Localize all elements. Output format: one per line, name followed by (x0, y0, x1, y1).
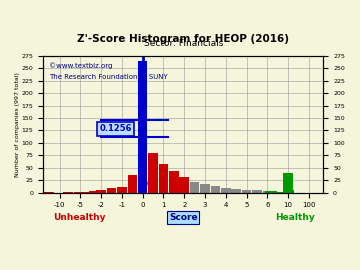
Bar (63, 192, 73, 193)
Text: ©www.textbiz.org: ©www.textbiz.org (49, 63, 112, 69)
Title: Z'-Score Histogram for HEOP (2016): Z'-Score Histogram for HEOP (2016) (77, 34, 289, 44)
Bar (86, 191, 95, 193)
Bar (270, 191, 280, 193)
Bar (231, 188, 241, 193)
Bar (273, 191, 283, 193)
Bar (262, 191, 272, 193)
Bar (221, 188, 230, 193)
Bar (281, 192, 290, 193)
Bar (284, 190, 293, 193)
Bar (252, 190, 262, 193)
Text: The Research Foundation of SUNY: The Research Foundation of SUNY (49, 73, 167, 80)
Text: Unhealthy: Unhealthy (53, 213, 106, 222)
Bar (275, 192, 285, 193)
Text: Sector: Financials: Sector: Financials (144, 39, 223, 48)
Bar (211, 185, 220, 193)
Bar (89, 191, 99, 193)
Bar (278, 192, 288, 193)
Bar (159, 164, 168, 193)
Bar (138, 61, 148, 193)
Bar (44, 192, 54, 193)
Bar (283, 187, 293, 193)
Bar (200, 184, 210, 193)
Bar (117, 187, 127, 193)
Bar (242, 190, 251, 193)
Text: Score: Score (169, 213, 198, 222)
Text: Healthy: Healthy (275, 213, 315, 222)
Bar (283, 173, 293, 193)
Bar (268, 191, 277, 193)
Bar (107, 188, 116, 193)
Bar (169, 171, 179, 193)
Y-axis label: Number of companies (997 total): Number of companies (997 total) (15, 72, 20, 177)
Bar (284, 173, 293, 193)
Bar (127, 175, 137, 193)
Bar (96, 190, 106, 193)
Bar (284, 191, 293, 193)
Bar (82, 192, 92, 193)
Text: 0.1256: 0.1256 (99, 124, 132, 133)
Bar (265, 191, 275, 193)
Bar (148, 153, 158, 193)
Bar (93, 191, 103, 193)
Bar (79, 192, 89, 193)
Bar (284, 185, 293, 193)
Bar (73, 192, 83, 193)
Bar (76, 192, 85, 193)
Bar (190, 182, 199, 193)
Bar (179, 177, 189, 193)
